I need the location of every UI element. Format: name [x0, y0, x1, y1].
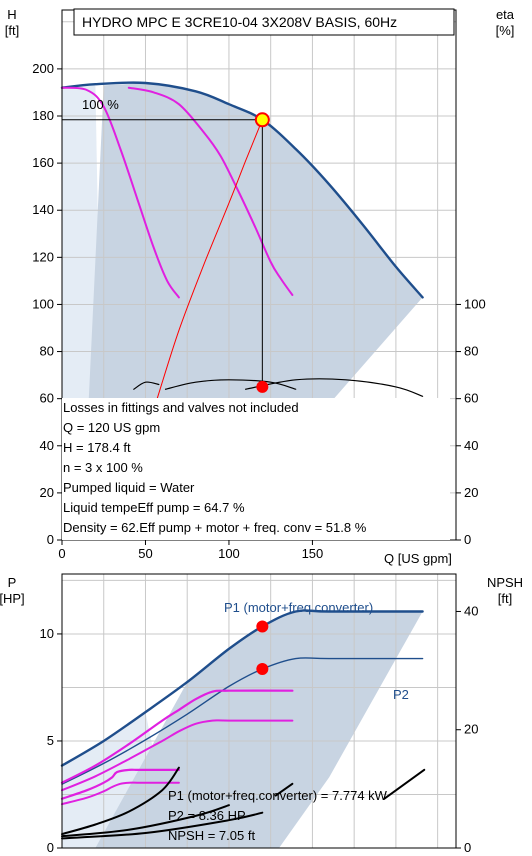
power-plot-frame — [61, 573, 457, 849]
info-line-6: Liquid tempeEff pump = 64.7 % — [63, 500, 245, 515]
eta-point-marker — [256, 380, 269, 393]
info-box: Losses in fittings and valves not includ… — [62, 398, 450, 540]
power-area — [95, 611, 423, 848]
y-tick-label: 160 — [32, 155, 54, 170]
y-tick-label: 120 — [32, 249, 54, 264]
power-info-line-1: P1 (motor+freq.converter) = 7.774 kW — [168, 788, 388, 803]
y2-tick-label: 0 — [464, 840, 471, 855]
info-line-5: Pumped liquid = Water — [63, 480, 195, 495]
y-axis-label-p: P — [8, 575, 17, 590]
npsh-line — [61, 811, 264, 840]
y-tick-label: 180 — [32, 108, 54, 123]
y2-tick-label: 20 — [464, 485, 478, 500]
y-tick-label: 5 — [47, 733, 54, 748]
y2-axis-label-npsh: NPSH — [487, 575, 523, 590]
x-tick-label: 150 — [302, 546, 324, 561]
x-tick-label: 50 — [138, 546, 152, 561]
y-tick-label: 140 — [32, 202, 54, 217]
x-tick-label: 100 — [218, 546, 240, 561]
y-axis-unit-ft: [ft] — [5, 23, 19, 38]
head-markers — [254, 112, 270, 393]
x-axis-label: Q [US gpm] — [384, 551, 452, 566]
power-series — [60, 609, 426, 840]
power-chart: 0 5 10 0 20 40 P [HP] NPSH [ft] P1 (motor+fre… — [0, 573, 523, 855]
info-line-7: Density = 62.Eff pump + motor + freq. co… — [63, 520, 367, 535]
y-tick-label: 0 — [47, 532, 54, 547]
power-info-line-2: P2 = 8.36 HP — [168, 808, 246, 823]
npsh-line — [274, 782, 294, 797]
npsh-line — [61, 804, 230, 838]
magenta-line — [61, 719, 294, 792]
npsh-line — [383, 768, 426, 800]
y2-tick-label: 40 — [464, 438, 478, 453]
y2-axis-unit-percent: [%] — [496, 23, 515, 38]
y2-tick-label: 80 — [464, 344, 478, 359]
y-axis-unit-hp: [HP] — [0, 591, 25, 606]
y-tick-label: 40 — [40, 438, 54, 453]
power-axis-ticks: 0 5 10 0 20 40 — [40, 603, 479, 855]
power-info: P1 (motor+freq.converter) = 7.774 kW P2 … — [168, 788, 388, 843]
info-line-3: H = 178.4 ft — [63, 440, 131, 455]
info-line-2: Q = 120 US gpm — [63, 420, 160, 435]
y-tick-label: 0 — [47, 840, 54, 855]
chart-title-box — [73, 8, 455, 36]
npsh-line — [61, 766, 180, 836]
y2-tick-label: 20 — [464, 722, 478, 737]
magenta-line — [127, 86, 294, 296]
chart-title: HYDRO MPC E 3CRE10-04 3X208V BASIS, 60Hz — [82, 14, 397, 30]
y2-tick-label: 60 — [464, 391, 478, 406]
speed-label-100: 100 % — [82, 97, 119, 112]
y2-axis-label-eta: eta — [496, 7, 515, 22]
p2-point-marker — [256, 663, 269, 676]
y2-tick-label: 100 — [464, 296, 486, 311]
p2-series-label: P2 — [393, 687, 409, 702]
eta-line — [245, 378, 424, 397]
y-tick-label: 200 — [32, 61, 54, 76]
y-tick-label: 60 — [40, 391, 54, 406]
magenta_thick-line — [60, 689, 294, 784]
y-tick-label: 10 — [40, 626, 54, 641]
y-tick-label: 80 — [40, 344, 54, 359]
y-axis-label-h: H — [7, 7, 16, 22]
p1-motor-freq-converter--line — [60, 609, 424, 767]
power-info-line-3: NPSH = 7.05 ft — [168, 828, 255, 843]
info-line-4: n = 3 x 100 % — [63, 460, 143, 475]
head-chart: 0 20 40 60 80 100 120 140 160 180 200 0 20 40 60 80 100 0… — [5, 7, 515, 566]
power-markers — [256, 620, 269, 676]
info-line-1: Losses in fittings and valves not includ… — [63, 400, 299, 415]
y2-tick-label: 0 — [464, 532, 471, 547]
head-axis-ticks: 0 20 40 60 80 100 120 140 160 180 200 0 20 40 60 80 100 0… — [32, 61, 485, 561]
eta-line — [164, 379, 297, 390]
duty-point-marker — [254, 112, 270, 128]
p2-line — [61, 657, 424, 785]
system-line — [156, 119, 263, 400]
x-tick-label: 0 — [58, 546, 65, 561]
y-tick-label: 20 — [40, 485, 54, 500]
magenta_thick-line — [60, 768, 180, 800]
magenta-line — [61, 781, 180, 806]
p1-series-label: P1 (motor+freq.converter) — [224, 600, 373, 615]
p1-point-marker — [256, 620, 269, 633]
magenta-line — [61, 86, 180, 299]
y2-axis-unit-ft: [ft] — [498, 591, 512, 606]
y-tick-label: 100 — [32, 296, 54, 311]
eta-line — [133, 381, 160, 390]
power-grid — [62, 574, 456, 848]
y2-tick-label: 40 — [464, 603, 478, 618]
